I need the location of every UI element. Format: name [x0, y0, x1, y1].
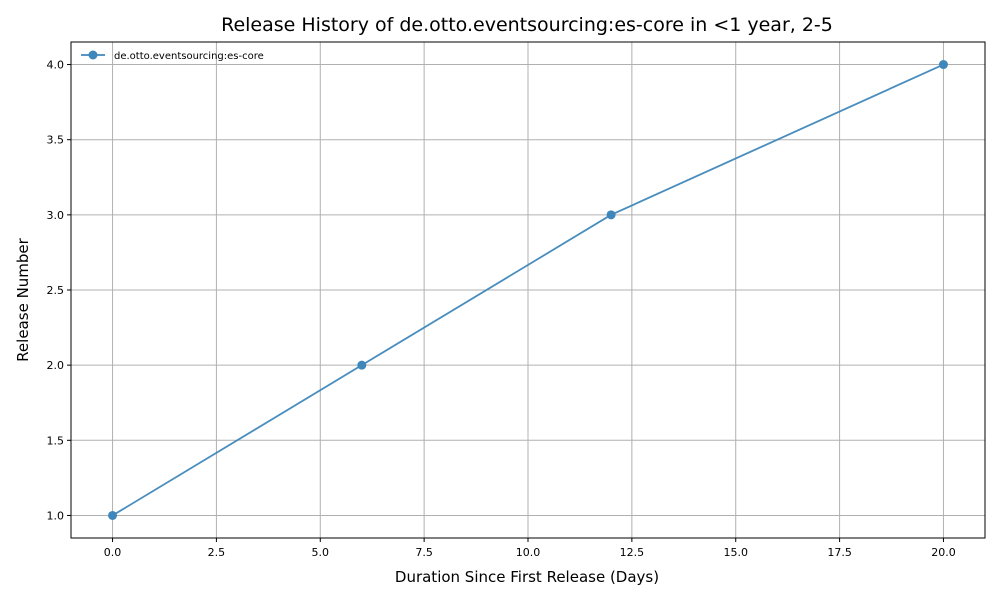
- data-point[interactable]: [606, 210, 616, 220]
- x-tick-label: 2.5: [208, 546, 226, 559]
- x-axis-label: Duration Since First Release (Days): [395, 568, 659, 586]
- y-tick-label: 4.0: [47, 59, 65, 72]
- data-point[interactable]: [108, 510, 118, 520]
- y-tick-label: 1.5: [47, 434, 65, 447]
- x-tick-label: 15.0: [723, 546, 748, 559]
- x-tick-label: 7.5: [415, 546, 433, 559]
- axes: [67, 41, 986, 542]
- y-tick-label: 2.0: [47, 359, 65, 372]
- y-tick-label: 1.0: [47, 509, 65, 522]
- x-tick-label: 20.0: [931, 546, 956, 559]
- grid-lines: [71, 42, 985, 538]
- plot-frame: [70, 41, 986, 539]
- legend-marker: [88, 50, 98, 60]
- y-tick-label: 2.5: [47, 284, 65, 297]
- tick-labels: 0.0 2.5 5.0 7.5 10.0 12.5 15.0 17.5 20.0 1.0 1.5 2.…: [47, 59, 956, 559]
- y-tick-label: 3.0: [47, 209, 65, 222]
- x-tick-label: 12.5: [620, 546, 645, 559]
- y-tick-label: 3.5: [47, 134, 65, 147]
- x-tick-label: 17.5: [827, 546, 852, 559]
- x-tick-label: 10.0: [516, 546, 541, 559]
- series-line: [112, 63, 944, 517]
- x-tick-label: 5.0: [312, 546, 330, 559]
- data-point[interactable]: [357, 360, 367, 370]
- data-point[interactable]: [938, 60, 948, 70]
- legend-label: de.otto.eventsourcing:es-core: [114, 51, 264, 62]
- x-tick-label: 0.0: [104, 546, 122, 559]
- chart-title: Release History of de.otto.eventsourcing…: [221, 14, 833, 36]
- y-axis-label: Release Number: [14, 237, 32, 361]
- series-layer: [108, 60, 948, 520]
- legend[interactable]: de.otto.eventsourcing:es-core: [81, 50, 264, 63]
